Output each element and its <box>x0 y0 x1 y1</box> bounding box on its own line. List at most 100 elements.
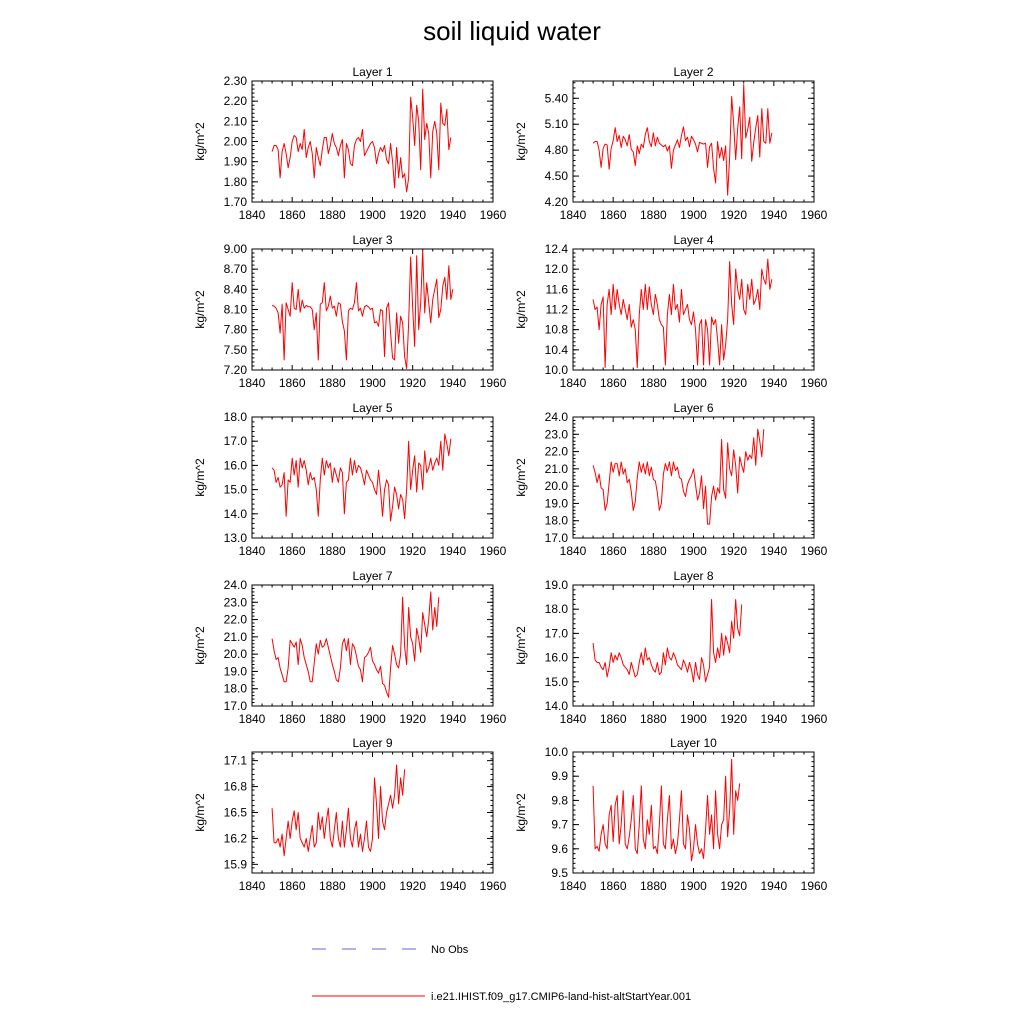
panel-4-ylabel: kg/m^2 <box>514 290 528 329</box>
panel-6-xtick-label: 1920 <box>720 544 747 558</box>
panel-7-xtick-label: 1940 <box>439 712 466 726</box>
panel-3-ylabel: kg/m^2 <box>193 290 207 329</box>
panel-7-ytick-label: 24.0 <box>224 578 248 592</box>
panel-3-xtick-label: 1880 <box>319 376 346 390</box>
panel-2-frame <box>572 80 815 203</box>
panel-10-ylabel: kg/m^2 <box>514 793 528 832</box>
panel-6-xtick-label: 1880 <box>640 544 667 558</box>
panel-8-ylabel: kg/m^2 <box>514 626 528 665</box>
panel-5-xtick-label: 1860 <box>279 544 306 558</box>
panel-6-ytick-label: 24.0 <box>545 410 569 424</box>
panel-9-xtick-label: 1960 <box>480 879 507 893</box>
panel-3-ytick-label: 8.10 <box>224 303 248 317</box>
panel-2-ytick-label: 4.20 <box>545 195 569 209</box>
panel-10-title: Layer 10 <box>670 736 717 750</box>
legend-obs-label: No Obs <box>431 944 469 956</box>
panel-10-ytick-label: 9.6 <box>551 842 568 856</box>
panel-8-ytick-label: 14.0 <box>545 699 569 713</box>
panel-1-xtick-label: 1920 <box>399 208 426 222</box>
panel-8-xtick-label: 1880 <box>640 712 667 726</box>
panel-8-ytick-label: 19.0 <box>545 578 569 592</box>
panel-9-frame <box>251 751 494 874</box>
panel-1-xtick-label: 1840 <box>239 208 266 222</box>
panel-1-xtick-label: 1900 <box>359 208 386 222</box>
panel-7-ytick-label: 23.0 <box>224 595 248 609</box>
panel-10-ytick-label: 10.0 <box>545 745 569 759</box>
panel-6-ytick-label: 20.0 <box>545 479 569 493</box>
panel-9-ytick-label: 16.2 <box>224 831 248 845</box>
panel-7-ytick-label: 20.0 <box>224 647 248 661</box>
panel-2-xtick-label: 1940 <box>760 208 787 222</box>
panel-4-xtick-label: 1860 <box>600 376 627 390</box>
panel-10-series-line <box>592 758 741 862</box>
panel-8-ytick-label: 15.0 <box>545 675 569 689</box>
panel-6-ytick-label: 23.0 <box>545 427 569 441</box>
panel-7-series-line <box>271 591 440 698</box>
panel-7-ytick-label: 18.0 <box>224 682 248 696</box>
panel-6-xtick-label: 1900 <box>680 544 707 558</box>
panel-10-xtick-label: 1860 <box>600 879 627 893</box>
panel-9: Layer 9 kg/m^2 1840 1860 1880 1900 1920 1940 196… <box>193 736 507 893</box>
panel-2-ytick-label: 5.10 <box>545 117 569 131</box>
panel-8-title: Layer 8 <box>673 569 713 583</box>
panel-6-title: Layer 6 <box>673 401 713 415</box>
panel-2-xtick-label: 1920 <box>720 208 747 222</box>
panel-7-xtick-label: 1960 <box>480 712 507 726</box>
panel-1-xtick-label: 1940 <box>439 208 466 222</box>
panel-8-xtick-label: 1960 <box>801 712 828 726</box>
chart-title: soil liquid water <box>423 16 601 46</box>
panel-5-ytick-label: 15.0 <box>224 483 248 497</box>
panel-7-frame <box>251 584 494 707</box>
panel-4-xtick-label: 1840 <box>560 376 587 390</box>
panel-8-xtick-label: 1860 <box>600 712 627 726</box>
panel-2-ytick-label: 4.50 <box>545 169 569 183</box>
panel-9-ylabel: kg/m^2 <box>193 793 207 832</box>
panel-6-series-line <box>592 428 765 525</box>
panel-7-title: Layer 7 <box>352 569 392 583</box>
panel-3-xtick-label: 1920 <box>399 376 426 390</box>
panel-1-ytick-label: 1.80 <box>224 175 248 189</box>
panel-6-ytick-label: 19.0 <box>545 496 569 510</box>
panel-1-ytick-label: 2.30 <box>224 74 248 88</box>
panel-5-xtick-label: 1880 <box>319 544 346 558</box>
panel-7-xtick-label: 1880 <box>319 712 346 726</box>
panel-3-xtick-label: 1940 <box>439 376 466 390</box>
panel-2-ylabel: kg/m^2 <box>514 122 528 161</box>
panel-4-title: Layer 4 <box>673 233 713 247</box>
panel-1-ytick-label: 2.00 <box>224 135 248 149</box>
panel-8-ytick-label: 17.0 <box>545 626 569 640</box>
panel-3-ytick-label: 7.20 <box>224 363 248 377</box>
panel-3-xtick-label: 1900 <box>359 376 386 390</box>
panel-8-ytick-label: 18.0 <box>545 602 569 616</box>
panel-8-xtick-label: 1940 <box>760 712 787 726</box>
panel-6-ytick-label: 21.0 <box>545 462 569 476</box>
panel-8-xtick-label: 1840 <box>560 712 587 726</box>
panel-4-xtick-label: 1960 <box>801 376 828 390</box>
panel-4-xtick-label: 1920 <box>720 376 747 390</box>
panel-7-ytick-label: 22.0 <box>224 613 248 627</box>
panel-1: Layer 1 kg/m^2 1840 1860 1880 1900 1920 1940 196… <box>193 65 507 222</box>
panel-7-xtick-label: 1840 <box>239 712 266 726</box>
panel-5-ytick-label: 13.0 <box>224 531 248 545</box>
panel-7-xtick-label: 1900 <box>359 712 386 726</box>
panel-3-xtick-label: 1840 <box>239 376 266 390</box>
panel-4-xtick-label: 1880 <box>640 376 667 390</box>
panel-5-xtick-label: 1900 <box>359 544 386 558</box>
panel-3-ytick-label: 8.40 <box>224 282 248 296</box>
panel-4-series-line <box>592 258 773 368</box>
panel-10-xtick-label: 1960 <box>801 879 828 893</box>
panel-8-frame <box>572 584 815 707</box>
panel-3-xtick-label: 1860 <box>279 376 306 390</box>
panel-4-ytick-label: 11.6 <box>546 282 569 296</box>
panel-1-ytick-label: 2.20 <box>224 94 248 108</box>
panel-5-ytick-label: 17.0 <box>224 434 248 448</box>
panel-2-xtick-label: 1840 <box>560 208 587 222</box>
panel-8-series-line <box>592 599 743 683</box>
panel-6-ytick-label: 18.0 <box>545 514 569 528</box>
panel-5-xtick-label: 1960 <box>480 544 507 558</box>
panel-1-xtick-label: 1960 <box>480 208 507 222</box>
panel-2-ytick-label: 4.80 <box>545 143 569 157</box>
panel-10-ytick-label: 9.7 <box>551 818 568 832</box>
